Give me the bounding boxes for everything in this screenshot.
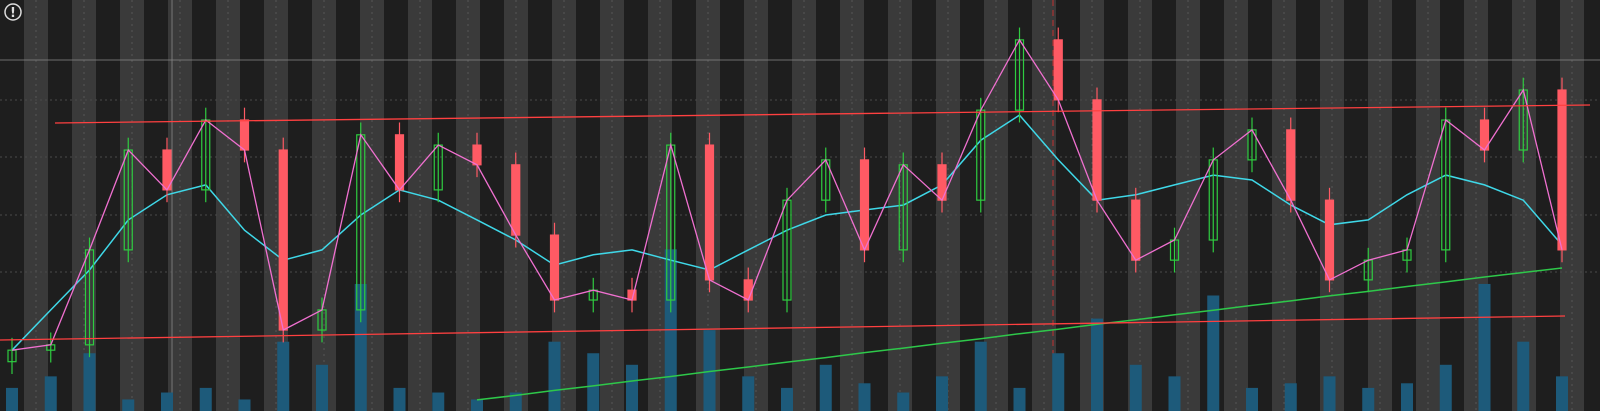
volume-bar — [587, 353, 600, 411]
alert-icon[interactable] — [4, 3, 22, 21]
volume-bar — [6, 387, 18, 411]
volume-bar — [316, 364, 328, 411]
volume-bar — [1556, 376, 1568, 411]
volume-bar — [897, 392, 910, 411]
volume-bar — [199, 387, 212, 411]
candle-body — [743, 279, 753, 301]
candle-body — [394, 134, 405, 191]
volume-bar — [742, 376, 755, 411]
volume-bar — [548, 341, 561, 411]
volume-bar — [974, 341, 987, 411]
volume-bar — [858, 383, 871, 411]
volume-bar — [277, 341, 290, 411]
volume-bar — [1362, 387, 1375, 411]
volume-bar — [122, 399, 135, 411]
volume-bar — [1439, 364, 1452, 411]
volume-bar — [703, 330, 716, 411]
candle-body — [1286, 129, 1296, 201]
moving-average — [476, 267, 1563, 401]
candle-body — [1092, 99, 1102, 201]
candle-body — [549, 234, 560, 301]
volume-bar — [509, 392, 522, 411]
candle-body — [704, 144, 715, 281]
volume-bar — [819, 364, 832, 411]
volume-bar — [1284, 383, 1297, 411]
trend-line — [0, 315, 1566, 341]
close-line — [11, 38, 1563, 351]
volume-bar — [1052, 353, 1065, 411]
candle-body — [1053, 39, 1063, 101]
volume-bar — [1168, 376, 1181, 411]
volume-bar — [936, 376, 948, 411]
volume-bar — [471, 399, 483, 411]
plot — [6, 27, 1568, 411]
volume-bar — [354, 283, 367, 411]
candle-body — [239, 119, 250, 151]
volume-bar — [238, 399, 251, 411]
volume-bar — [83, 353, 96, 411]
candle-body — [1324, 199, 1335, 281]
volume-bar — [1478, 283, 1491, 411]
candle-body — [278, 149, 288, 331]
volume-bar — [1091, 318, 1103, 411]
volume-bar — [1013, 387, 1026, 411]
volume-bar — [1129, 364, 1142, 411]
volume-bar — [1207, 295, 1220, 411]
volume-bar — [1401, 383, 1413, 411]
alert-icon-text[interactable]: ! — [10, 6, 16, 21]
volume-bar — [432, 392, 445, 411]
volume-bar — [44, 376, 57, 411]
volume-bar — [1323, 376, 1336, 411]
candle-body — [511, 164, 521, 236]
volume-bar — [626, 364, 638, 411]
trend-line — [54, 104, 1591, 124]
volume-bar — [781, 387, 793, 411]
candle-body — [859, 159, 870, 251]
volume-bar — [161, 392, 173, 411]
volume-bar — [1517, 341, 1530, 411]
candle-body — [472, 144, 482, 166]
volume-bar — [1246, 387, 1258, 411]
candle-body — [1557, 89, 1567, 251]
candle-body — [1131, 199, 1141, 261]
volume-bar — [393, 387, 406, 411]
